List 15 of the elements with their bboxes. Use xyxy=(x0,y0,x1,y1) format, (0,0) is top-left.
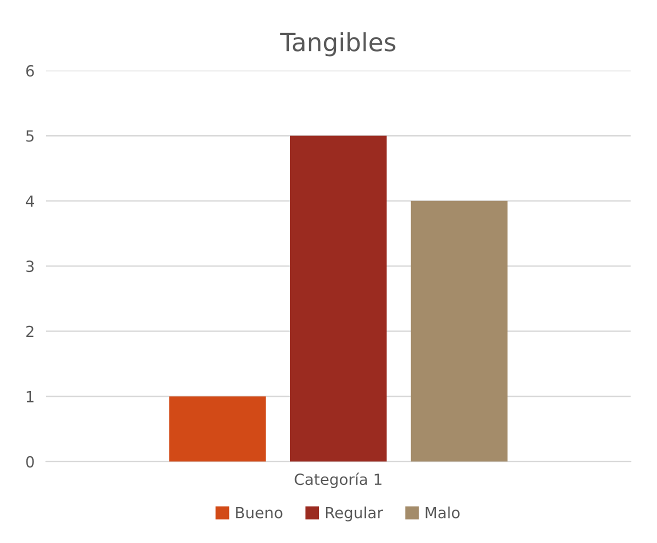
y-tick-label: 1 xyxy=(26,391,34,402)
legend-label: Malo xyxy=(426,506,460,518)
y-tick-label: 4 xyxy=(26,196,34,207)
legend-label: Bueno xyxy=(236,507,282,518)
x-tick-label: Categoría 1 xyxy=(294,472,382,488)
bar xyxy=(169,396,266,462)
chart-title: Tangibles xyxy=(280,32,396,56)
y-tick-label: 6 xyxy=(26,65,34,77)
y-tick-label: 5 xyxy=(26,130,34,142)
y-tick-label: 3 xyxy=(26,260,34,272)
bar xyxy=(410,200,508,462)
y-tick-label: 0 xyxy=(26,456,34,468)
bar xyxy=(290,136,387,462)
legend-label: Regular xyxy=(326,506,384,522)
y-tick-label: 2 xyxy=(26,326,34,338)
